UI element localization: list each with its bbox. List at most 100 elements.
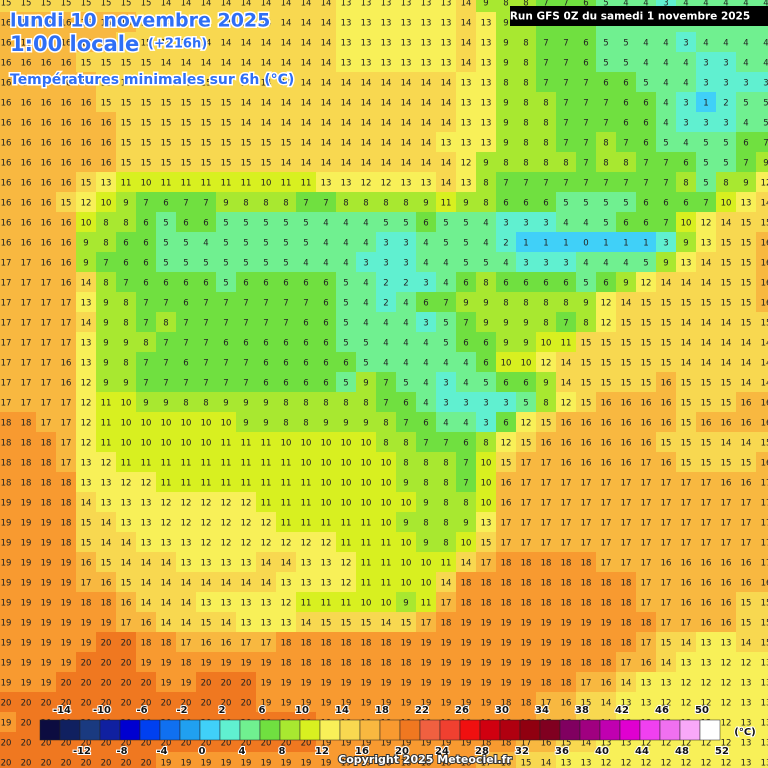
date-title: lundi 10 novembre 2025 (10, 10, 270, 32)
value-label: 19 (21, 679, 32, 689)
field-cell (556, 212, 576, 232)
field-cell (196, 92, 216, 112)
value-label: 16 (41, 259, 52, 269)
field-cell (716, 572, 736, 592)
value-label: 11 (241, 439, 252, 449)
value-label: 18 (281, 639, 292, 649)
value-label: 18 (401, 659, 412, 669)
field-cell (536, 632, 556, 652)
value-label: 14 (541, 759, 552, 768)
field-cell (36, 232, 56, 252)
field-cell (36, 312, 56, 332)
colorbar-tick-label: 40 (595, 746, 609, 757)
field-cell (276, 52, 296, 72)
value-label: 15 (161, 139, 172, 149)
field-cell (416, 152, 436, 172)
value-label: 6 (503, 379, 508, 389)
colorbar-box (479, 719, 501, 741)
value-label: 4 (503, 259, 508, 269)
field-cell (736, 192, 756, 212)
field-cell (696, 492, 716, 512)
field-cell (716, 372, 736, 392)
value-label: 17 (641, 459, 652, 469)
field-cell (596, 232, 616, 252)
value-label: 8 (123, 319, 128, 329)
field-cell (316, 672, 336, 692)
value-label: 16 (1, 219, 12, 229)
value-label: 8 (363, 199, 368, 209)
field-cell (256, 112, 276, 132)
value-label: 14 (421, 159, 432, 169)
field-cell (136, 592, 156, 612)
value-label: 14 (461, 19, 472, 29)
field-cell (516, 432, 536, 452)
field-cell (336, 532, 356, 552)
value-label: 14 (461, 59, 472, 69)
value-label: 5 (663, 139, 668, 149)
field-cell (596, 152, 616, 172)
colorbar-tick-label: -10 (93, 705, 111, 716)
value-label: 19 (521, 619, 532, 629)
field-cell (36, 272, 56, 292)
value-label: 17 (41, 279, 52, 289)
value-label: 13 (281, 579, 292, 589)
value-label: 12 (261, 539, 272, 549)
field-cell (596, 452, 616, 472)
field-cell (16, 492, 36, 512)
value-label: 9 (503, 59, 508, 69)
value-label: 3 (363, 259, 368, 269)
field-cell (96, 532, 116, 552)
value-label: 20 (121, 679, 132, 689)
value-label: 11 (241, 179, 252, 189)
field-cell (496, 232, 516, 252)
field-cell (416, 612, 436, 632)
value-label: 19 (341, 679, 352, 689)
field-cell (16, 272, 36, 292)
field-cell (76, 272, 96, 292)
field-cell (316, 572, 336, 592)
value-label: 17 (761, 519, 768, 529)
field-cell (476, 252, 496, 272)
value-label: 6 (543, 279, 548, 289)
value-label: 6 (623, 219, 628, 229)
value-label: 13 (681, 659, 692, 669)
value-label: 13 (421, 179, 432, 189)
field-cell (736, 512, 756, 532)
value-label: 19 (261, 659, 272, 669)
field-cell (56, 752, 76, 768)
field-cell (76, 432, 96, 452)
field-cell (456, 32, 476, 52)
field-cell (656, 612, 676, 632)
field-cell (716, 432, 736, 452)
field-cell (36, 372, 56, 392)
value-label: 11 (341, 599, 352, 609)
value-label: 15 (521, 759, 532, 768)
value-label: 12 (241, 499, 252, 509)
value-label: 13 (701, 239, 712, 249)
value-label: 17 (701, 499, 712, 509)
field-cell (416, 752, 436, 768)
value-label: 3 (703, 79, 708, 89)
field-cell (416, 72, 436, 92)
field-cell (756, 72, 768, 92)
value-label: 6 (663, 199, 668, 209)
field-cell (676, 32, 696, 52)
value-label: 20 (121, 699, 132, 709)
value-label: 19 (521, 679, 532, 689)
value-label: 8 (363, 399, 368, 409)
field-cell (456, 372, 476, 392)
field-cell (716, 252, 736, 272)
value-label: 9 (683, 239, 688, 249)
field-cell (636, 132, 656, 152)
field-cell (236, 452, 256, 472)
value-label: 5 (263, 259, 268, 269)
value-label: 14 (81, 499, 92, 509)
colorbar-tick-label: 52 (715, 746, 729, 757)
field-cell (656, 552, 676, 572)
value-label: 16 (221, 639, 232, 649)
field-cell (536, 252, 556, 272)
value-label: 16 (561, 459, 572, 469)
value-label: 15 (541, 419, 552, 429)
field-cell (356, 0, 376, 12)
field-cell (356, 152, 376, 172)
